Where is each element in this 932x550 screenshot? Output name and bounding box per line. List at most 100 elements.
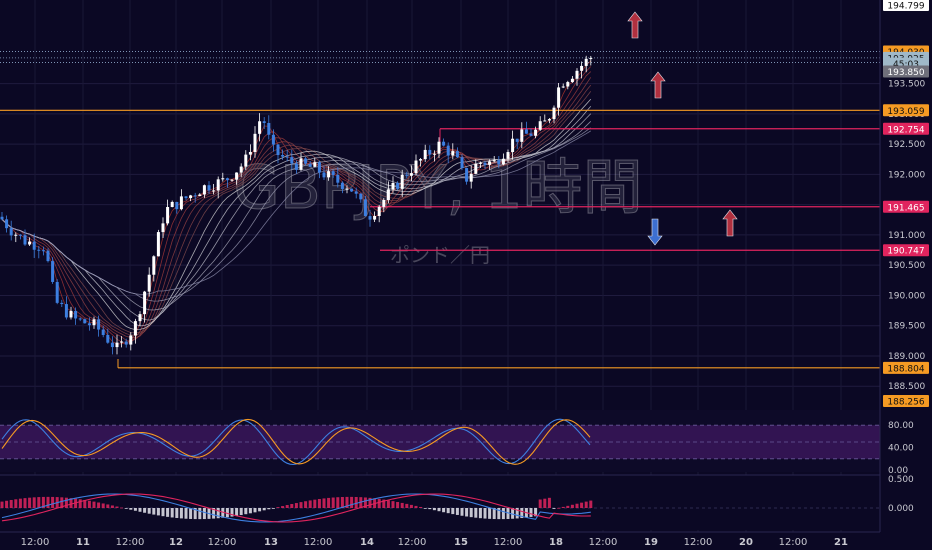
macd-histogram-bar [580,502,584,508]
macd-histogram-bar [212,508,216,519]
macd-histogram-bar [276,507,280,508]
macd-histogram-bar [253,508,257,513]
candle-body [37,249,41,251]
macd-histogram-bar [193,508,197,520]
candle-body [437,141,441,154]
macd-histogram-bar [51,496,55,508]
macd-histogram-bar [161,508,165,517]
macd-histogram-bar [483,508,487,519]
candle-body [317,162,321,173]
candle-body [281,155,285,157]
stoch-d-line [1,418,591,465]
candle-body [386,189,390,200]
candle-body [248,151,252,155]
candle-body [322,172,326,178]
macd-histogram-bar [239,508,243,516]
candle-body [368,216,372,220]
time-tick-label: 13 [264,537,278,548]
macd-histogram-bar [299,502,303,508]
candle-body [184,196,188,199]
candle-body [294,163,298,170]
price-badge [883,104,929,117]
macd-histogram-bar [313,499,317,508]
macd-histogram-bar [23,498,27,508]
macd-histogram-bar [391,501,395,508]
candle-body [451,151,455,156]
macd-histogram-bar [221,508,225,518]
time-tick-label: 15 [454,537,468,548]
candle-body [189,195,193,199]
candle-body [575,70,579,79]
candle-body [552,107,556,120]
macd-histogram-bar [138,508,142,512]
candle-body [207,185,211,191]
candle-body [405,174,409,176]
candle-body [423,149,427,160]
candle-body [14,234,18,236]
candle-body [566,82,570,87]
candle-body [345,188,349,190]
candle-body [74,310,78,319]
macd-histogram-bar [552,508,556,509]
macd-histogram-bar [400,502,404,508]
macd-histogram-bar [478,508,482,519]
macd-histogram-bar [28,497,32,508]
macd-histogram-bar [304,501,308,508]
time-tick-label: 20 [739,537,753,548]
macd-histogram-bar [345,496,349,508]
stoch-tick-label: 0.00 [888,466,908,476]
candle-body [520,129,524,142]
macd-histogram-bar [432,508,436,511]
price-axis[interactable]: 193.500193.000192.500192.000191.500191.0… [879,0,932,550]
macd-histogram-bar [202,508,206,520]
candle-body [262,121,266,123]
candle-body [313,162,317,167]
up-arrow-icon [627,11,643,39]
candle-body [258,121,262,134]
macd-histogram-bar [106,504,110,508]
macd-histogram-bar [557,507,561,509]
candle-body [276,144,280,156]
candle-body [41,250,45,252]
price-axis-bg [880,0,932,550]
price-badge-label: 191.465 [887,203,924,213]
candle-body [547,119,551,121]
candle-body [129,335,133,345]
candle-body [529,133,533,136]
macd-histogram-bar [225,508,229,518]
macd-histogram-bar [414,505,418,508]
time-tick-label: 21 [834,537,848,548]
time-axis[interactable]: 12:00 11 12:00 12 12:00 13 12:00 14 12:00 15 12:00… [0,531,880,548]
time-tick-label: 12:00 [684,537,713,548]
macd-histogram-bar [69,498,73,508]
macd-histogram-bar [184,508,188,519]
candle-body [46,250,50,262]
candle-body [221,178,225,180]
stoch-bg [0,410,880,472]
candle-body [308,163,312,167]
candle-body [156,232,160,257]
horizontal-levels [0,51,880,369]
candle-body [570,78,574,83]
macd-histogram-bar [409,504,413,508]
price-tick-label: 190.000 [888,291,925,301]
price-tick-label: 192.000 [888,170,925,180]
macd-histogram-bar [110,505,114,508]
macd-histogram-bar [465,508,469,517]
time-tick-label: 12:00 [494,537,523,548]
candle-body [488,161,492,165]
macd-histogram-bar [78,499,82,508]
macd-histogram-bar [179,508,183,519]
candle-body [170,201,174,208]
candle-body [78,318,82,320]
macd-histogram-bar [331,497,335,508]
candle-body [267,122,271,135]
macd-histogram-bar [267,508,271,510]
macd-histogram-bar [133,508,137,511]
candle-body [83,319,87,324]
candle-body [409,173,413,176]
macd-histogram-bar [575,503,579,508]
time-tick-label: 12 [169,537,183,548]
macd-histogram-bar [0,501,4,508]
